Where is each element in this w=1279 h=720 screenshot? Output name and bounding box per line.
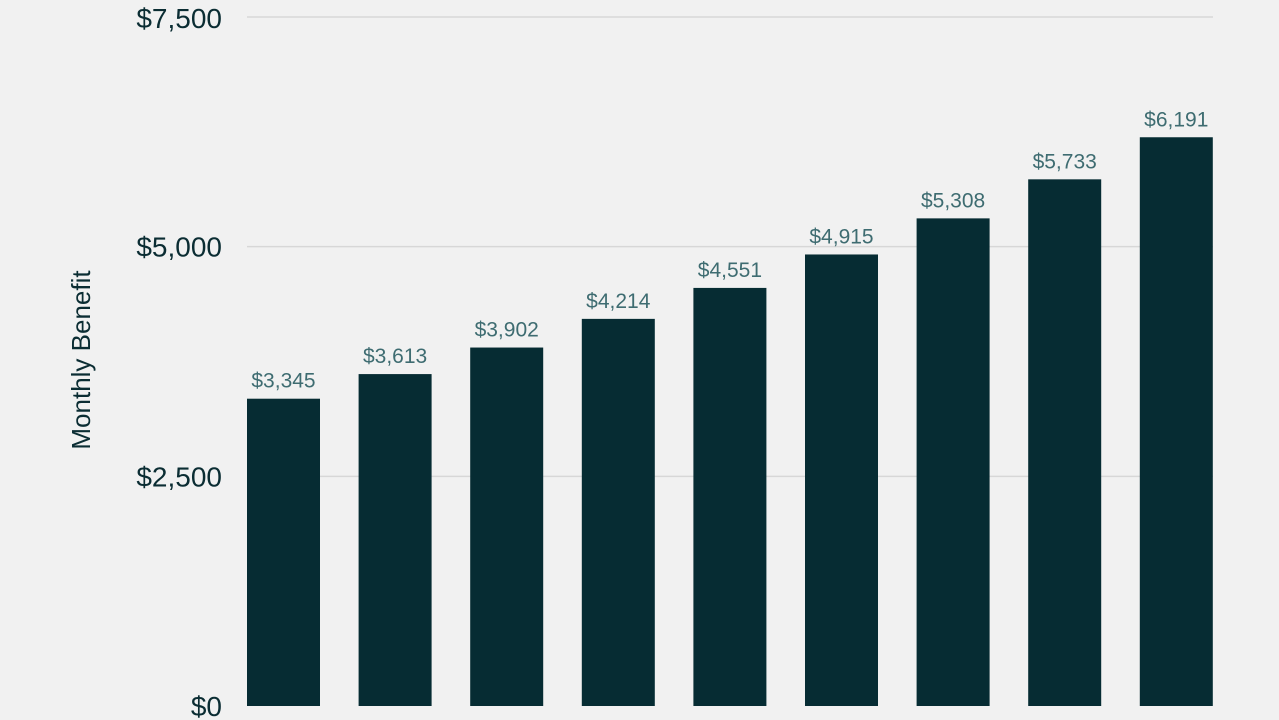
data-label: $6,191 (1144, 108, 1208, 131)
data-label: $3,345 (251, 370, 315, 393)
data-label: $4,214 (586, 290, 651, 313)
bar (693, 287, 767, 706)
data-labels: $3,345 $3,613 $3,902 $4,214 $4,551 $4,915 $5,3… (251, 108, 1208, 392)
bar (247, 398, 320, 706)
bar (1028, 179, 1102, 707)
data-label: $4,551 (698, 259, 762, 282)
bar (805, 254, 878, 706)
data-label: $4,915 (809, 225, 873, 248)
data-label: $3,902 (475, 319, 539, 342)
y-axis-ticks: $0 $2,500 $5,000 $7,500 (136, 3, 222, 720)
data-label: $5,733 (1033, 150, 1097, 173)
y-axis-title: Monthly Benefit (66, 270, 96, 450)
y-tick-label: $0 (191, 691, 222, 720)
y-tick-label: $5,000 (136, 232, 222, 263)
y-tick-label: $7,500 (136, 3, 222, 34)
bar (470, 347, 544, 706)
bars (247, 137, 1213, 707)
data-label: $3,613 (363, 345, 427, 368)
bar (358, 374, 432, 706)
data-label: $5,308 (921, 189, 985, 212)
bar (1139, 137, 1213, 706)
bar (916, 218, 990, 706)
y-tick-label: $2,500 (136, 461, 222, 492)
bar (581, 318, 655, 706)
